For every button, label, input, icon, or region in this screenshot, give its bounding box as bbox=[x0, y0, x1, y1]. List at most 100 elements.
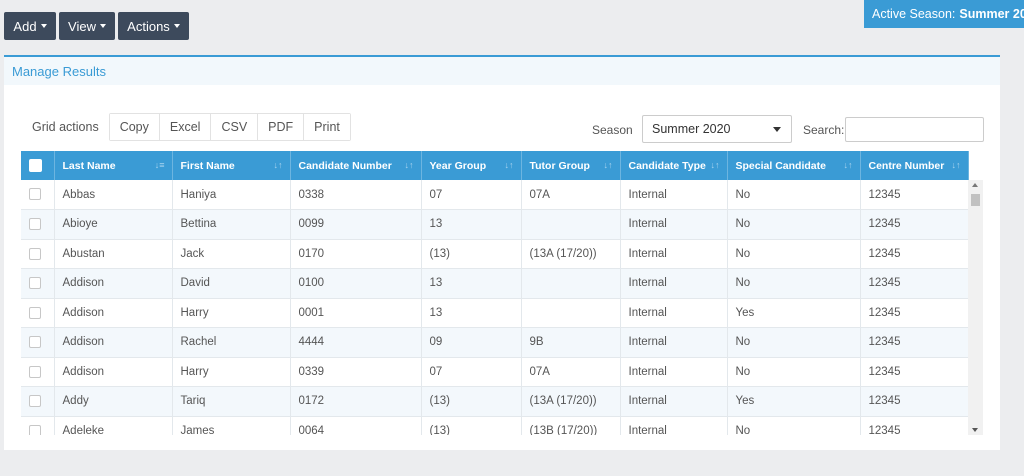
panel-title: Manage Results bbox=[4, 57, 1000, 85]
top-toolbar: Add View Actions Active Season: Summer 20… bbox=[0, 0, 1024, 50]
table-row[interactable]: Abbas Haniya 0338 07 07A Internal No 123… bbox=[21, 180, 969, 210]
results-table-wrapper: Last Name ↓≡ First Name ↓↑ Candidate Numbe… bbox=[21, 151, 983, 435]
cell-last-name: Addy bbox=[54, 386, 173, 417]
table-scrollbar[interactable] bbox=[968, 180, 983, 435]
cell-first-name: James bbox=[172, 416, 291, 435]
cell-first-name: Haniya bbox=[172, 180, 291, 210]
cell-year-group: 07 bbox=[421, 180, 522, 210]
table-row[interactable]: Addy Tariq 0172 (13) (13A (17/20)) Inter… bbox=[21, 386, 969, 417]
cell-year-group: 07 bbox=[421, 357, 522, 387]
row-checkbox[interactable] bbox=[29, 306, 41, 319]
cell-candidate-number: 0338 bbox=[290, 180, 422, 210]
col-header-candidate-number[interactable]: Candidate Number ↓↑ bbox=[290, 151, 422, 180]
season-select-value: Summer 2020 bbox=[652, 122, 731, 136]
cell-special-candidate: No bbox=[727, 180, 861, 210]
row-select-cell[interactable] bbox=[21, 209, 55, 240]
copy-button[interactable]: Copy bbox=[109, 114, 160, 140]
cell-centre-number: 12345 bbox=[860, 416, 969, 435]
col-header-last-name[interactable]: Last Name ↓≡ bbox=[54, 151, 173, 180]
cell-centre-number: 12345 bbox=[860, 386, 969, 417]
select-all-header[interactable] bbox=[21, 151, 55, 180]
table-row[interactable]: Abustan Jack 0170 (13) (13A (17/20)) Int… bbox=[21, 239, 969, 269]
csv-button[interactable]: CSV bbox=[211, 114, 259, 140]
excel-button[interactable]: Excel bbox=[159, 114, 212, 140]
select-all-checkbox[interactable] bbox=[29, 159, 42, 172]
grid-actions: Grid actions Copy Excel CSV PDF Print bbox=[32, 113, 351, 141]
cell-last-name: Addison bbox=[54, 268, 173, 299]
actions-dropdown-button[interactable]: Actions bbox=[118, 12, 189, 40]
col-label: Tutor Group bbox=[529, 159, 590, 172]
row-select-cell[interactable] bbox=[21, 239, 55, 269]
row-checkbox[interactable] bbox=[29, 218, 41, 231]
search-label: Search: bbox=[803, 123, 845, 137]
add-dropdown-button[interactable]: Add bbox=[4, 12, 56, 40]
col-label: Last Name bbox=[62, 159, 116, 172]
cell-candidate-number: 0064 bbox=[290, 416, 422, 435]
row-select-cell[interactable] bbox=[21, 357, 55, 387]
row-select-cell[interactable] bbox=[21, 180, 55, 210]
row-select-cell[interactable] bbox=[21, 298, 55, 328]
col-header-year-group[interactable]: Year Group ↓↑ bbox=[421, 151, 522, 180]
row-checkbox[interactable] bbox=[29, 247, 41, 260]
row-checkbox[interactable] bbox=[29, 365, 41, 378]
scrollbar-thumb[interactable] bbox=[971, 194, 980, 206]
row-checkbox[interactable] bbox=[29, 277, 41, 290]
col-label: Special Candidate bbox=[735, 159, 826, 172]
row-checkbox[interactable] bbox=[29, 336, 41, 349]
table-row[interactable]: Addison Harry 0001 13 Internal Yes 12345 bbox=[21, 298, 969, 328]
cell-candidate-type: Internal bbox=[620, 357, 728, 387]
results-table: Last Name ↓≡ First Name ↓↑ Candidate Numbe… bbox=[21, 151, 969, 435]
scroll-up-icon[interactable] bbox=[972, 183, 978, 187]
cell-special-candidate: Yes bbox=[727, 386, 861, 417]
table-row[interactable]: Adeleke James 0064 (13) (13B (17/20)) In… bbox=[21, 416, 969, 435]
cell-candidate-type: Internal bbox=[620, 209, 728, 240]
cell-centre-number: 12345 bbox=[860, 268, 969, 299]
col-label: First Name bbox=[180, 159, 235, 172]
sort-icon: ↓↑ bbox=[710, 160, 720, 170]
cell-last-name: Abbas bbox=[54, 180, 173, 210]
view-dropdown-button[interactable]: View bbox=[59, 12, 115, 40]
cell-tutor-group: (13A (17/20)) bbox=[521, 386, 621, 417]
cell-year-group: 13 bbox=[421, 298, 522, 328]
row-select-cell[interactable] bbox=[21, 416, 55, 435]
cell-candidate-type: Internal bbox=[620, 298, 728, 328]
manage-results-panel: Manage Results Grid actions Copy Excel C… bbox=[4, 55, 1000, 450]
cell-candidate-number: 4444 bbox=[290, 327, 422, 358]
cell-first-name: Tariq bbox=[172, 386, 291, 417]
col-header-tutor-group[interactable]: Tutor Group ↓↑ bbox=[521, 151, 621, 180]
active-season-badge: Active Season:Summer 2020 bbox=[864, 0, 1024, 28]
grid-actions-group: Copy Excel CSV PDF Print bbox=[108, 113, 351, 141]
cell-candidate-number: 0170 bbox=[290, 239, 422, 269]
table-row[interactable]: Addison David 0100 13 Internal No 12345 bbox=[21, 268, 969, 299]
row-checkbox[interactable] bbox=[29, 424, 41, 435]
scroll-down-icon[interactable] bbox=[972, 428, 978, 432]
cell-centre-number: 12345 bbox=[860, 327, 969, 358]
table-row[interactable]: Abioye Bettina 0099 13 Internal No 12345 bbox=[21, 209, 969, 240]
cell-candidate-number: 0172 bbox=[290, 386, 422, 417]
cell-last-name: Abioye bbox=[54, 209, 173, 240]
print-button[interactable]: Print bbox=[304, 114, 350, 140]
cell-candidate-number: 0339 bbox=[290, 357, 422, 387]
row-select-cell[interactable] bbox=[21, 386, 55, 417]
caret-down-icon bbox=[99, 24, 106, 28]
season-select[interactable]: Summer 2020 bbox=[642, 115, 792, 143]
row-select-cell[interactable] bbox=[21, 268, 55, 299]
table-row[interactable]: Addison Rachel 4444 09 9B Internal No 12… bbox=[21, 327, 969, 358]
active-season-prefix: Active Season: bbox=[872, 7, 956, 21]
cell-year-group: 09 bbox=[421, 327, 522, 358]
col-header-special-candidate[interactable]: Special Candidate ↓↑ bbox=[727, 151, 861, 180]
cell-candidate-type: Internal bbox=[620, 327, 728, 358]
cell-year-group: (13) bbox=[421, 416, 522, 435]
col-header-candidate-type[interactable]: Candidate Type ↓↑ bbox=[620, 151, 728, 180]
pdf-button[interactable]: PDF bbox=[258, 114, 305, 140]
table-row[interactable]: Addison Harry 0339 07 07A Internal No 12… bbox=[21, 357, 969, 387]
row-select-cell[interactable] bbox=[21, 327, 55, 358]
col-header-first-name[interactable]: First Name ↓↑ bbox=[172, 151, 291, 180]
cell-candidate-type: Internal bbox=[620, 239, 728, 269]
search-input[interactable] bbox=[845, 117, 984, 142]
row-checkbox[interactable] bbox=[29, 188, 41, 201]
cell-year-group: 13 bbox=[421, 268, 522, 299]
col-header-centre-number[interactable]: Centre Number ↓↑ bbox=[860, 151, 969, 180]
sort-icon: ↓↑ bbox=[273, 160, 283, 170]
row-checkbox[interactable] bbox=[29, 395, 41, 408]
